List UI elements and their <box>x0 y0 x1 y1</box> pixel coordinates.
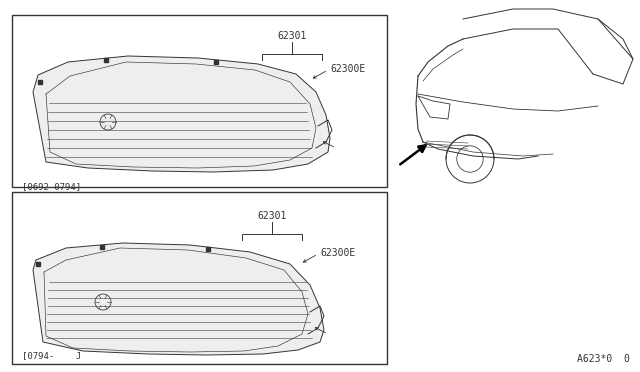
Text: 62301: 62301 <box>257 211 287 221</box>
Bar <box>12 15 387 187</box>
Text: 62301: 62301 <box>277 31 307 41</box>
Text: [0692-0794]: [0692-0794] <box>22 182 81 191</box>
Text: 62300E: 62300E <box>320 248 355 258</box>
Polygon shape <box>33 243 324 355</box>
Polygon shape <box>33 56 330 172</box>
Text: 62300E: 62300E <box>330 64 365 74</box>
Text: A623*0  0: A623*0 0 <box>577 354 630 364</box>
Bar <box>12 192 387 364</box>
Text: [0794-    J: [0794- J <box>22 351 81 360</box>
